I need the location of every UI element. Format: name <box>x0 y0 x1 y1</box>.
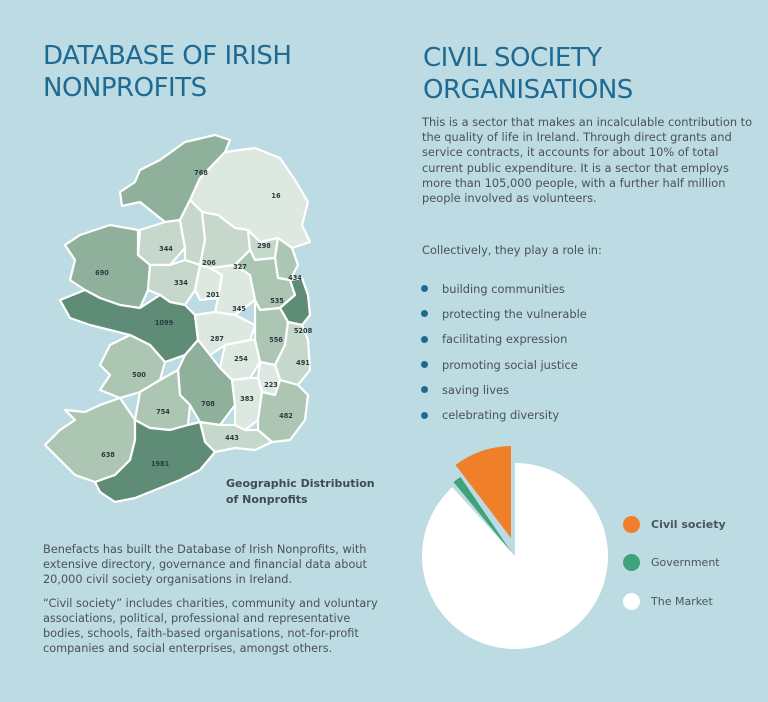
region-value-cork: 1981 <box>151 460 170 468</box>
region-value-cavan: 327 <box>233 263 247 271</box>
page-title-left: DATABASE OF IRISH NONPROFITS <box>43 40 292 104</box>
title-line-1: DATABASE OF IRISH <box>43 41 292 71</box>
role-label: protecting the vulnerable <box>442 306 587 321</box>
legend-dot-icon <box>623 592 640 610</box>
list-item: celebrating diversity <box>421 402 587 427</box>
legend-dot-icon <box>623 554 640 572</box>
region-value-leitrim: 206 <box>202 259 216 267</box>
region-value-northern-ireland: 16 <box>271 192 281 200</box>
ireland-map: 768 16 344 690 206 327 298 334 201 434 3… <box>43 133 313 504</box>
role-label: saving lives <box>442 382 509 397</box>
title-line-2: ORGANISATIONS <box>423 75 633 105</box>
bullet-icon <box>421 386 428 394</box>
legend-dot-icon <box>623 515 640 533</box>
region-value-kildare: 556 <box>269 336 283 344</box>
list-item: building communities <box>421 276 587 301</box>
legend-label: Government <box>651 556 720 570</box>
map-caption-line-1: Geographic Distribution <box>226 477 375 490</box>
region-value-louth: 434 <box>288 274 302 282</box>
legend-item-government[interactable]: Government <box>623 544 726 583</box>
region-value-tipperary: 708 <box>201 400 215 408</box>
roles-list: building communities protecting the vuln… <box>421 276 587 428</box>
chart-legend: Civil society Government The Market <box>623 505 726 621</box>
region-sligo <box>136 218 187 267</box>
bullet-icon <box>421 361 428 369</box>
region-value-mayo: 690 <box>95 269 109 277</box>
list-item: protecting the vulnerable <box>421 301 587 326</box>
role-label: celebrating diversity <box>442 408 560 423</box>
collectively-label: Collectively, they play a role in: <box>422 243 602 257</box>
region-value-limerick: 754 <box>156 408 170 416</box>
list-item: promoting social justice <box>421 352 587 377</box>
description-paragraph: Benefacts has built the Database of Iris… <box>43 543 367 587</box>
pie-slice-market <box>421 463 608 649</box>
bullet-icon <box>421 411 428 419</box>
region-value-meath: 535 <box>270 297 284 305</box>
region-value-longford: 201 <box>206 291 220 299</box>
region-value-laois: 254 <box>234 355 248 363</box>
page-title-right: CIVIL SOCIETY ORGANISATIONS <box>423 42 633 106</box>
region-value-monaghan: 298 <box>257 242 271 250</box>
intro-paragraph: This is a sector that makes an incalcula… <box>422 115 753 206</box>
bullet-icon <box>421 335 428 343</box>
region-value-roscommon: 334 <box>174 279 188 287</box>
list-item: saving lives <box>421 377 587 402</box>
region-value-wexford: 482 <box>279 412 293 420</box>
pie-slice-government <box>453 477 512 553</box>
pie-slice-civil-society <box>455 446 511 538</box>
region-cork <box>93 418 217 504</box>
region-value-dublin: 5208 <box>294 327 313 335</box>
bullet-icon <box>421 285 428 293</box>
map-caption: Geographic Distribution of Nonprofits <box>226 476 375 508</box>
region-value-galway: 1099 <box>155 319 174 327</box>
map-caption-line-2: of Nonprofits <box>226 493 308 506</box>
role-label: building communities <box>442 281 565 296</box>
region-roscommon <box>146 258 202 307</box>
region-value-westmeath: 345 <box>232 305 246 313</box>
list-item: facilitating expression <box>421 327 587 352</box>
role-label: facilitating expression <box>442 332 568 347</box>
role-label: promoting social justice <box>442 357 578 372</box>
region-value-clare: 500 <box>132 371 146 379</box>
legend-label: Civil society <box>651 517 726 531</box>
region-wexford <box>256 378 310 444</box>
title-line-1: CIVIL SOCIETY <box>423 43 602 73</box>
region-value-waterford: 443 <box>225 434 239 442</box>
title-line-2: NONPROFITS <box>43 73 207 103</box>
region-value-offaly: 287 <box>210 335 224 343</box>
bullet-icon <box>421 310 428 318</box>
description-paragraph: “Civil society” includes charities, comm… <box>43 596 378 656</box>
legend-item-civil-society[interactable]: Civil society <box>623 505 726 544</box>
pie-chart <box>421 446 608 649</box>
region-value-sligo: 344 <box>159 245 173 253</box>
region-value-kilkenny: 383 <box>240 395 254 403</box>
legend-label: The Market <box>651 594 713 608</box>
region-value-carlow: 223 <box>264 381 278 389</box>
region-value-kerry: 638 <box>101 451 115 459</box>
description: Benefacts has built the Database of Iris… <box>43 542 388 664</box>
region-value-donegal: 768 <box>194 169 208 177</box>
region-value-wicklow: 491 <box>296 359 310 367</box>
legend-item-market[interactable]: The Market <box>623 582 726 621</box>
